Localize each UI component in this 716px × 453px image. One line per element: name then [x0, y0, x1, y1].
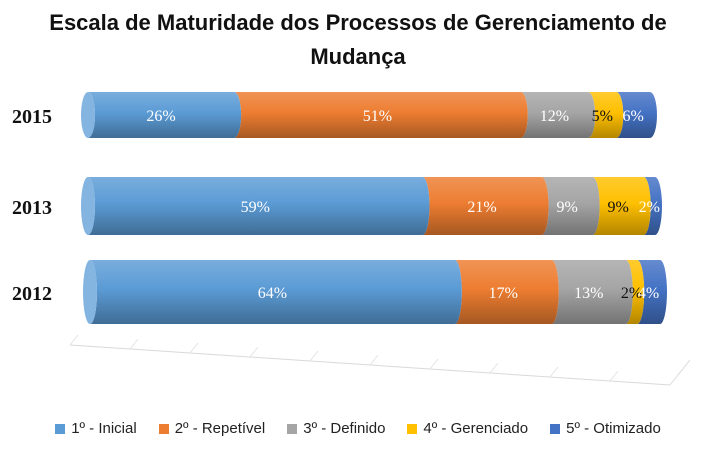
data-label: 12% — [540, 108, 569, 125]
bar-row-2012: 2012 64% 17% 13% 2%4% — [12, 260, 667, 324]
bar-segment — [234, 92, 528, 138]
legend-swatch — [407, 423, 418, 434]
data-label: 4% — [638, 285, 659, 302]
legend-item: 5º - Otimizado — [550, 420, 661, 437]
data-label: 9% — [556, 199, 577, 216]
bar-segment — [551, 260, 633, 324]
category-label: 2015 — [12, 106, 52, 128]
bar-segment — [541, 177, 600, 235]
bar-segment — [88, 177, 430, 235]
bar-row-2015: 2015 26% 51% 12% 5% 6% — [12, 92, 657, 138]
bar-segment — [637, 260, 667, 324]
legend-swatch — [550, 423, 561, 434]
bar-segment — [88, 92, 242, 138]
bar-cap — [81, 177, 95, 235]
legend-label: 4º - Gerenciado — [423, 420, 529, 437]
data-label: 64% — [258, 285, 287, 302]
bar-cap — [81, 92, 95, 138]
data-label: 2% — [621, 285, 642, 302]
legend-item: 2º - Repetível — [158, 420, 266, 437]
category-label: 2012 — [12, 283, 52, 305]
bar-cap — [83, 260, 97, 324]
floor-tick — [609, 370, 619, 382]
legend-label: 1º - Inicial — [71, 420, 137, 437]
bar-segment — [90, 260, 462, 324]
bar-segment — [616, 92, 657, 138]
legend-label: 2º - Repetível — [174, 420, 266, 437]
floor-tick — [249, 346, 259, 358]
data-label: 26% — [146, 108, 175, 125]
floor-tick — [429, 358, 439, 370]
data-label: 17% — [489, 285, 518, 302]
legend-label: 3º - Definido — [303, 420, 386, 437]
bar-segment — [592, 177, 651, 235]
legend: 1º - Inicial 2º - Repetível 3º - Definido 4… — [0, 420, 716, 437]
floor-tick — [69, 334, 79, 346]
legend-swatch — [158, 423, 169, 434]
bar-segment — [520, 92, 596, 138]
data-label: 21% — [467, 199, 496, 216]
floor-tick — [369, 354, 379, 366]
floor-tick — [189, 342, 199, 354]
floor-tick — [669, 374, 679, 386]
floor-tick — [549, 366, 559, 378]
bar-row-2013: 2013 59% 21% 9% 9% 2% — [12, 177, 662, 235]
legend-item: 1º - Inicial — [55, 420, 137, 437]
legend-swatch — [287, 423, 298, 434]
floor-tick — [129, 338, 139, 350]
bar-segment — [625, 260, 645, 324]
legend-item: 3º - Definido — [287, 420, 385, 437]
data-label: 9% — [607, 199, 628, 216]
data-label: 6% — [622, 108, 643, 125]
data-label: 13% — [574, 285, 603, 302]
floor-tick — [489, 362, 499, 374]
data-label: 59% — [241, 199, 270, 216]
bar-segment — [643, 177, 662, 235]
bar-segment — [422, 177, 549, 235]
legend-item: 4º - Gerenciado — [407, 420, 528, 437]
data-label: 51% — [363, 108, 392, 125]
chart-title: Escala de Maturidade dos Processos de Ge… — [49, 10, 667, 69]
bar-segment — [588, 92, 624, 138]
data-label: 5% — [592, 108, 613, 125]
floor-tick — [309, 350, 319, 362]
data-label: 2% — [639, 199, 660, 216]
legend-swatch — [55, 423, 66, 434]
category-label: 2013 — [12, 197, 52, 219]
legend-label: 5º - Otimizado — [566, 420, 661, 437]
plot-floor — [69, 334, 691, 386]
bar-segment — [454, 260, 559, 324]
